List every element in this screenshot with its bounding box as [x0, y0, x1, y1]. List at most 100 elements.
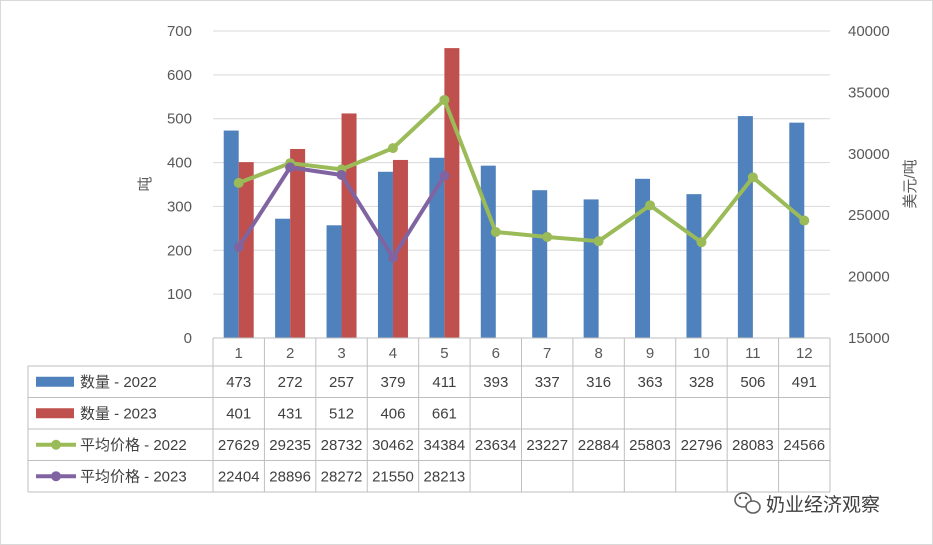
- data-label-3-11: 28083: [732, 437, 774, 454]
- bar-1-4: [377, 171, 393, 338]
- x-tick-label: 5: [440, 345, 448, 362]
- bar-1-9: [635, 178, 651, 338]
- line-point-1-12: [799, 215, 810, 226]
- y2-tick-label: 30000: [848, 146, 890, 163]
- bar-1-8: [583, 199, 599, 338]
- x-tick-label: 9: [646, 345, 654, 362]
- y2-tick-label: 25000: [848, 207, 890, 224]
- y-tick-label: 500: [167, 111, 192, 128]
- bar-1-6: [480, 165, 496, 338]
- data-label-4-2: 28896: [269, 468, 311, 485]
- bar-1-5: [429, 157, 445, 338]
- line-point-1-5: [439, 94, 450, 105]
- line-point-2-4: [387, 252, 398, 263]
- data-label-1-10: 328: [689, 374, 714, 391]
- line-point-1-4: [387, 143, 398, 154]
- data-label-3-4: 30462: [372, 437, 414, 454]
- watermark-text: 奶业经济观察: [766, 494, 880, 516]
- data-label-3-10: 22796: [681, 437, 723, 454]
- lines: [233, 94, 810, 263]
- bar-2-2: [290, 148, 306, 338]
- x-tick-label: 4: [389, 345, 397, 362]
- line-point-1-7: [542, 231, 553, 242]
- y-axis-title: 吨: [137, 176, 154, 191]
- data-label-3-9: 25803: [629, 437, 671, 454]
- y-tick-label: 0: [184, 330, 192, 347]
- data-label-2-1: 401: [226, 405, 251, 422]
- x-tick-label: 7: [543, 345, 551, 362]
- x-tick-label: 6: [492, 345, 500, 362]
- watermark: 奶业经济观察: [734, 492, 880, 516]
- line-point-2-3: [336, 170, 347, 181]
- legend-key-1: [36, 376, 74, 387]
- line-point-1-9: [645, 200, 656, 211]
- bar-1-7: [532, 190, 548, 338]
- line-point-1-1: [233, 177, 244, 188]
- x-tick-label: 3: [337, 345, 345, 362]
- bar-1-2: [275, 218, 291, 338]
- data-label-1-12: 491: [792, 374, 817, 391]
- bar-2-1: [238, 162, 254, 338]
- data-label-1-7: 337: [535, 374, 560, 391]
- y-tick-label: 200: [167, 242, 192, 259]
- y-tick-label: 600: [167, 67, 192, 84]
- line-point-1-6: [490, 226, 501, 237]
- y2-tick-label: 15000: [848, 330, 890, 347]
- y2-tick-label: 40000: [848, 23, 890, 40]
- data-label-4-4: 21550: [372, 468, 414, 485]
- data-label-1-5: 411: [432, 374, 456, 391]
- data-label-1-11: 506: [740, 374, 765, 391]
- data-label-2-3: 512: [329, 405, 354, 422]
- x-tick-label: 8: [594, 345, 602, 362]
- series-line-1: [237, 97, 806, 245]
- line-point-1-11: [747, 172, 758, 183]
- y2-tick-label: 35000: [848, 84, 890, 101]
- data-label-3-7: 23227: [526, 437, 568, 454]
- x-tick-label: 2: [286, 345, 294, 362]
- x-tick-label: 11: [745, 345, 761, 362]
- bar-1-11: [737, 116, 753, 338]
- bar-1-1: [223, 130, 239, 338]
- data-label-3-6: 23634: [475, 437, 517, 454]
- data-label-2-2: 431: [278, 405, 303, 422]
- y2-tick-label: 20000: [848, 269, 890, 286]
- data-label-1-8: 316: [586, 374, 611, 391]
- legend-key-2: [36, 408, 74, 419]
- bar-1-12: [789, 122, 805, 338]
- legend-marker-3: [51, 439, 61, 450]
- data-label-4-3: 28272: [321, 468, 363, 485]
- data-label-4-1: 22404: [218, 468, 260, 485]
- data-label-3-3: 28732: [321, 437, 363, 454]
- bar-2-5: [444, 48, 460, 339]
- data-label-1-1: 473: [226, 374, 251, 391]
- line-point-1-10: [696, 237, 707, 248]
- legend-marker-4: [51, 471, 61, 482]
- legend-label-4: 平均价格 - 2023: [80, 468, 187, 485]
- data-label-3-5: 34384: [424, 437, 466, 454]
- data-label-1-6: 393: [483, 374, 508, 391]
- data-label-1-3: 257: [329, 374, 354, 391]
- bar-2-3: [341, 113, 357, 338]
- y-tick-label: 700: [167, 23, 192, 40]
- data-label-2-5: 661: [432, 405, 457, 422]
- data-label-1-9: 363: [638, 374, 663, 391]
- legend-label-3: 平均价格 - 2022: [80, 437, 187, 454]
- line-point-2-1: [233, 242, 244, 253]
- y-tick-label: 400: [167, 155, 192, 172]
- x-tick-label: 12: [796, 345, 813, 362]
- legend-label-2: 数量 - 2023: [80, 405, 157, 422]
- x-tick-label: 1: [235, 345, 243, 362]
- data-label-3-8: 22884: [578, 437, 620, 454]
- wechat-icon: [734, 492, 761, 514]
- x-tick-label: 10: [693, 345, 710, 362]
- data-label-1-4: 379: [380, 374, 405, 391]
- bars: [223, 48, 805, 339]
- data-label-3-2: 29235: [269, 437, 311, 454]
- gridlines: [213, 30, 830, 295]
- data-label-3-12: 24566: [783, 437, 825, 454]
- bar-1-3: [326, 225, 342, 338]
- axis-ticks: 0 100 200 300 400 500 600 700 15000 20000 25000 300…: [167, 23, 890, 347]
